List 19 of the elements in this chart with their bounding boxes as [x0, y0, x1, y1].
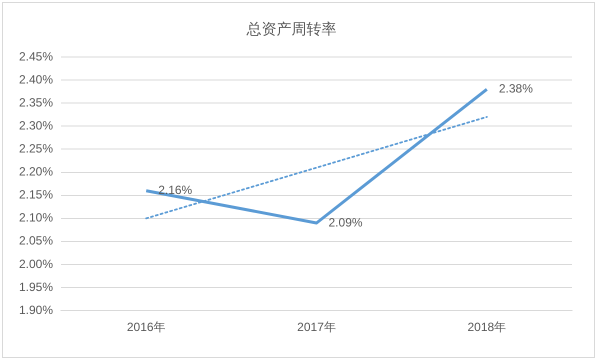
data-label: 2.16% — [158, 183, 193, 198]
data-label: 2.09% — [328, 215, 363, 230]
y-tick-label: 2.35% — [18, 95, 54, 110]
chart-title: 总资产周转率 — [246, 20, 336, 38]
y-tick-label: 1.90% — [18, 302, 54, 317]
y-tick-label: 2.05% — [18, 234, 54, 248]
data-label: 2.38% — [498, 82, 534, 96]
y-tick-label: 2.40% — [18, 72, 54, 86]
y-tick-label: 2.30% — [18, 118, 54, 132]
y-tick-label: 2.00% — [18, 256, 54, 271]
y-tick-label: 2.25% — [18, 142, 54, 156]
x-tick-label: 2018年 — [467, 320, 506, 334]
x-tick-label: 2017年 — [297, 320, 336, 334]
y-tick-label: 2.20% — [18, 164, 54, 179]
y-tick-label: 2.10% — [18, 210, 54, 225]
y-tick-label: 1.95% — [18, 280, 54, 294]
y-tick-label: 2.45% — [18, 49, 54, 64]
y-tick-label: 2.15% — [18, 188, 54, 202]
x-tick-label: 2016年 — [126, 320, 166, 334]
